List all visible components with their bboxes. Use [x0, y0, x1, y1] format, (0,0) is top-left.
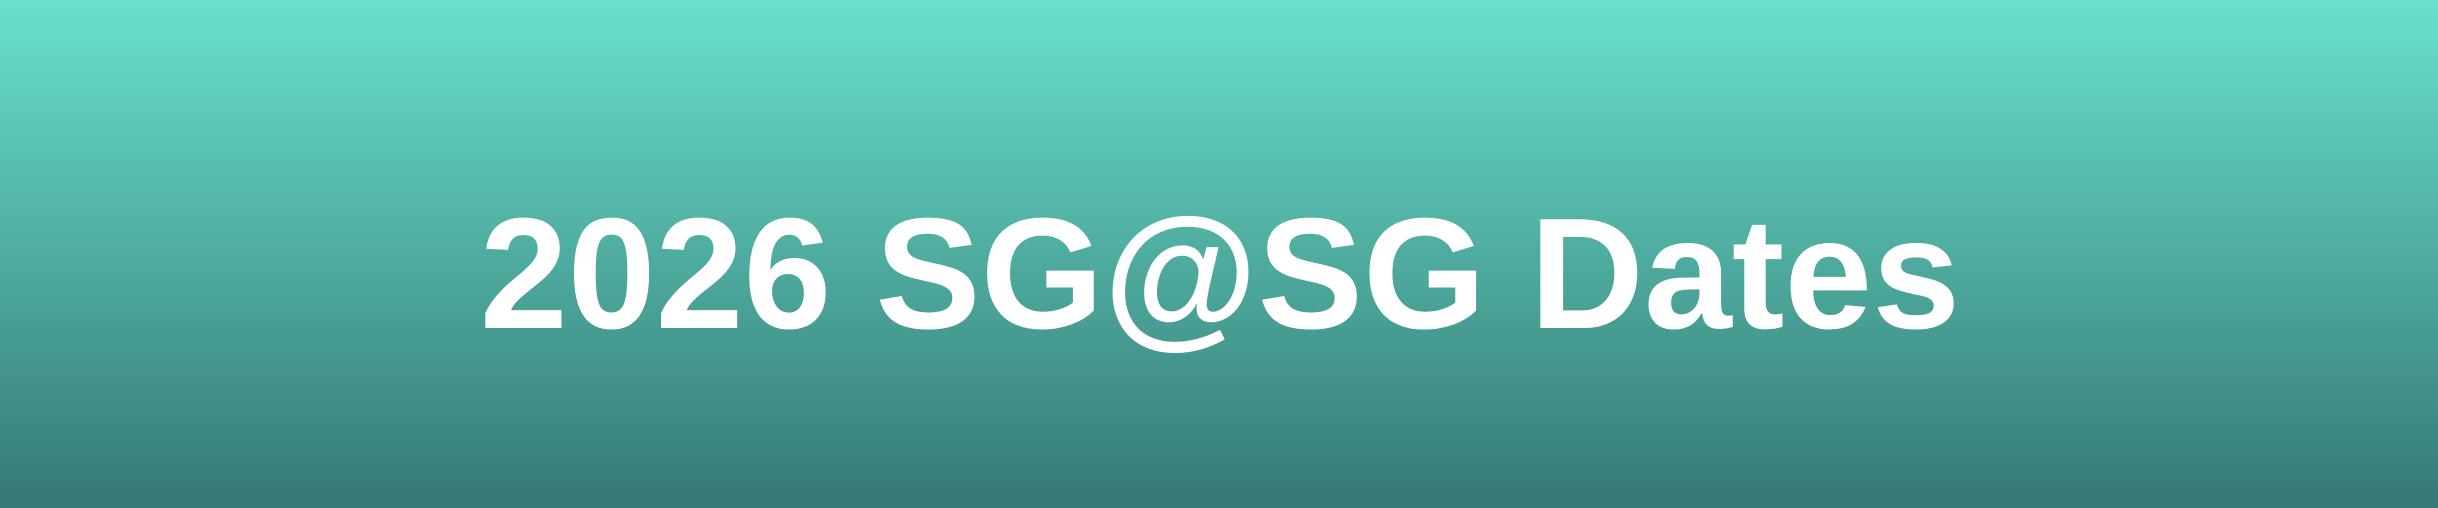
banner-title: 2026 SG@SG Dates [479, 186, 1961, 362]
